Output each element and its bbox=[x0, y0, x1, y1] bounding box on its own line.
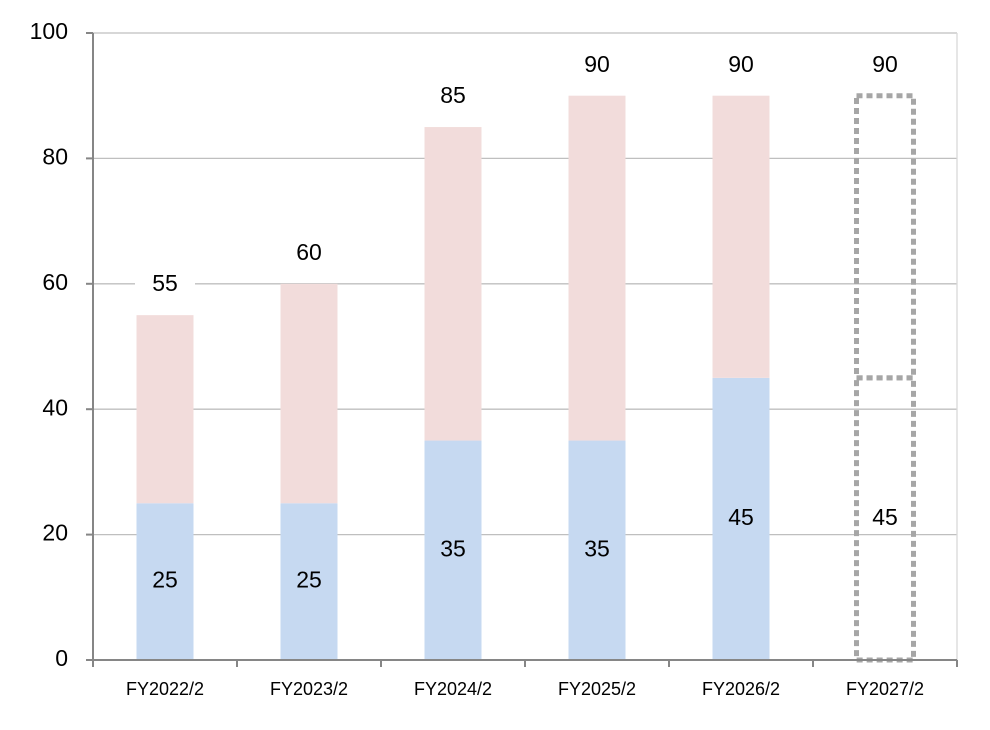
bar-segment bbox=[280, 283, 338, 504]
value-label: 25 bbox=[152, 567, 178, 593]
value-label: 45 bbox=[872, 504, 898, 530]
bar-segment bbox=[712, 377, 770, 660]
total-label: 90 bbox=[872, 51, 898, 77]
bar-segment bbox=[568, 440, 626, 660]
x-tick-label: FY2026/2 bbox=[702, 679, 780, 699]
x-tick-label: FY2025/2 bbox=[558, 679, 636, 699]
x-tick-label: FY2027/2 bbox=[846, 679, 924, 699]
value-label: 45 bbox=[728, 504, 754, 530]
bar-segment bbox=[424, 127, 482, 441]
x-tick-label: FY2024/2 bbox=[414, 679, 492, 699]
total-label: 90 bbox=[728, 51, 754, 77]
value-label: 35 bbox=[440, 535, 466, 561]
y-tick-label: 100 bbox=[30, 18, 68, 44]
bar-segment bbox=[280, 503, 338, 660]
total-label-bg bbox=[423, 81, 483, 112]
total-label-bg bbox=[567, 49, 627, 80]
total-label-bg bbox=[711, 49, 771, 80]
bar-segment bbox=[712, 95, 770, 378]
y-tick-label: 20 bbox=[42, 520, 68, 546]
total-label-bg bbox=[135, 269, 195, 300]
total-label-bg bbox=[855, 49, 915, 80]
x-tick-label: FY2022/2 bbox=[126, 679, 204, 699]
y-tick-label: 60 bbox=[42, 269, 68, 295]
total-label: 60 bbox=[296, 239, 322, 265]
total-label: 85 bbox=[440, 82, 466, 108]
bar-segment bbox=[136, 503, 194, 660]
x-tick-label: FY2023/2 bbox=[270, 679, 348, 699]
y-tick-label: 80 bbox=[42, 143, 68, 169]
total-label: 90 bbox=[584, 51, 610, 77]
projected-bar-segment bbox=[854, 93, 916, 381]
bar-segment bbox=[568, 95, 626, 441]
value-label: 35 bbox=[584, 535, 610, 561]
total-label-bg bbox=[279, 237, 339, 268]
bar-segment bbox=[136, 315, 194, 504]
total-label: 55 bbox=[152, 270, 178, 296]
bar-segment bbox=[424, 440, 482, 660]
value-label: 25 bbox=[296, 567, 322, 593]
y-tick-label: 0 bbox=[55, 645, 68, 671]
y-tick-label: 40 bbox=[42, 394, 68, 420]
